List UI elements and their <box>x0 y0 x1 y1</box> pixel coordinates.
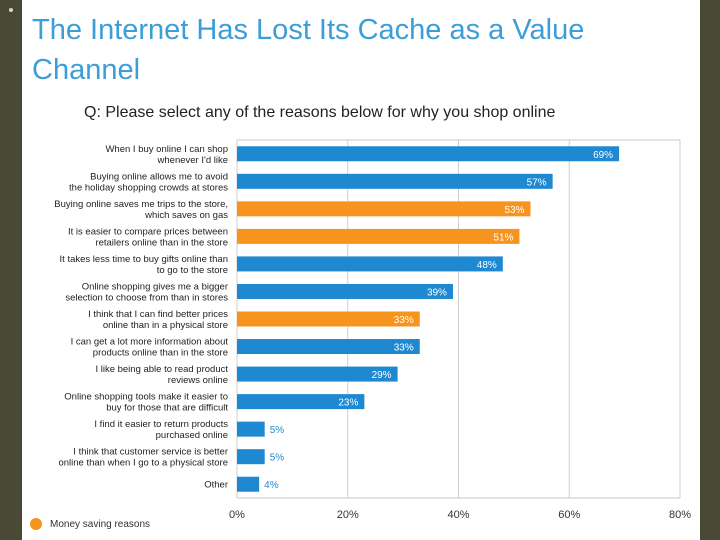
bar-value-label: 53% <box>504 205 524 216</box>
category-label: which saves on gas <box>144 210 228 221</box>
category-label: the holiday shopping crowds at stores <box>69 182 228 193</box>
x-tick-label: 20% <box>337 509 359 521</box>
category-label: reviews online <box>168 375 228 386</box>
slide-frame-left <box>0 0 22 540</box>
chart-legend: Money saving reasons <box>30 518 150 530</box>
bar-chart: 0% 20% 40% 60% 80% 69% When I buy online I can… <box>54 139 691 521</box>
category-label: selection to choose from than in stores <box>65 292 228 303</box>
x-tick-label: 80% <box>669 509 691 521</box>
category-label: I think that I can find better prices <box>88 309 228 320</box>
x-tick-label: 0% <box>229 509 245 521</box>
category-label: products online than in the store <box>93 348 228 359</box>
category-label: retailers online than in the store <box>95 237 228 248</box>
category-label: I find it easier to return products <box>94 419 228 430</box>
bar <box>237 173 553 189</box>
category-label: I like being able to read product <box>95 364 228 375</box>
category-label: I can get a lot more information about <box>71 337 229 348</box>
bar-value-label: 39% <box>427 287 447 298</box>
bar-value-label: 5% <box>270 425 285 436</box>
bar-value-label: 48% <box>477 260 497 271</box>
bar-value-label: 57% <box>527 177 547 188</box>
category-label: online than in a physical store <box>103 320 228 331</box>
category-label: It is easier to compare prices between <box>68 226 228 237</box>
x-tick-label: 40% <box>447 509 469 521</box>
category-label: purchased online <box>156 430 228 441</box>
bar-value-label: 51% <box>493 232 513 243</box>
bar-value-label: 4% <box>264 480 279 491</box>
slide-frame-right <box>700 0 720 540</box>
bar <box>237 366 398 382</box>
survey-question: Q: Please select any of the reasons belo… <box>84 104 556 121</box>
x-tick-label: 60% <box>558 509 580 521</box>
bar-value-label: 33% <box>394 343 414 354</box>
category-label: buy for those that are difficult <box>106 403 228 414</box>
category-label: Buying online saves me trips to the stor… <box>54 199 228 210</box>
bar <box>237 228 520 244</box>
bar-value-label: 33% <box>394 315 414 326</box>
category-label: to go to the store <box>157 265 228 276</box>
category-label: whenever I'd like <box>157 155 228 166</box>
category-label: I think that customer service is better <box>73 447 228 458</box>
bar-value-label: 23% <box>338 398 358 409</box>
bar <box>237 283 453 299</box>
category-label: Buying online allows me to avoid <box>90 171 228 182</box>
slide-title: The Internet Has Lost Its Cache as a Val… <box>32 14 585 86</box>
bar-value-label: 69% <box>593 150 613 161</box>
bar <box>237 339 420 355</box>
legend-swatch-money-saving <box>30 518 42 530</box>
bar-value-label: 29% <box>372 370 392 381</box>
category-label: Online shopping tools make it easier to <box>64 392 228 403</box>
bar <box>237 476 260 492</box>
bar <box>237 449 265 465</box>
category-label: Online shopping gives me a bigger <box>82 281 228 292</box>
slide: The Internet Has Lost Its Cache as a Val… <box>22 0 700 540</box>
category-label: When I buy online I can shop <box>105 144 228 155</box>
category-label: Other <box>204 480 228 491</box>
category-label: online than when I go to a physical stor… <box>58 458 228 469</box>
bar <box>237 421 265 437</box>
bar <box>237 201 531 217</box>
legend-label-money-saving: Money saving reasons <box>50 518 151 530</box>
bar <box>237 256 503 272</box>
bar <box>237 311 420 327</box>
frame-bullet-icon <box>9 8 13 12</box>
bar <box>237 146 620 162</box>
category-label: It takes less time to buy gifts online t… <box>60 254 228 265</box>
bar <box>237 394 365 410</box>
bar-value-label: 5% <box>270 453 285 464</box>
